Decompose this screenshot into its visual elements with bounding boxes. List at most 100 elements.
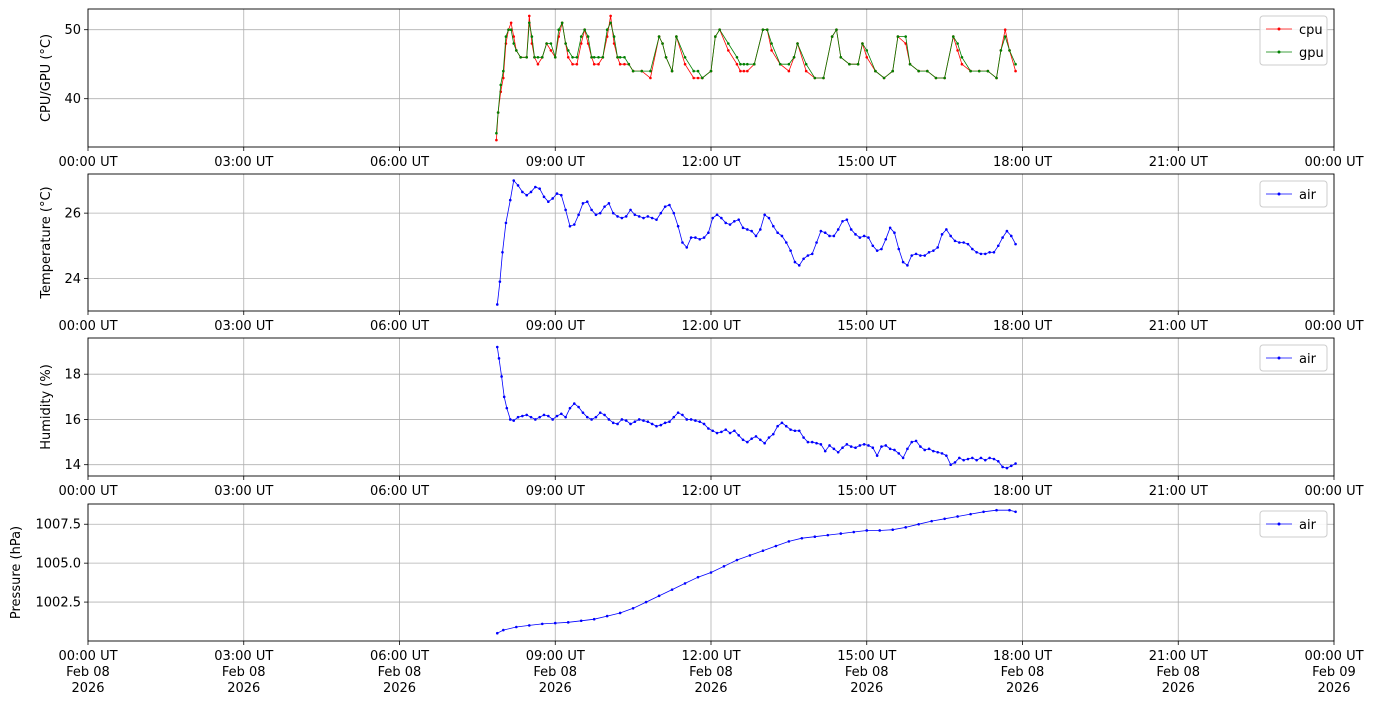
x-tick-label: 00:00 UT <box>1304 319 1363 334</box>
x-tick-label-line: Feb 08 <box>1156 665 1200 680</box>
x-tick-label: 15:00 UT <box>837 484 896 499</box>
x-tick-label-line: 2026 <box>694 681 727 696</box>
data-point <box>551 418 554 421</box>
data-point <box>623 62 626 66</box>
legend-marker-cpu <box>1277 27 1281 31</box>
data-point <box>996 459 1000 463</box>
x-tick-label-line: 15:00 UT <box>837 649 896 664</box>
data-point <box>923 254 927 257</box>
data-point <box>724 221 728 225</box>
data-point <box>1001 465 1004 469</box>
x-tick-label-line: 03:00 UT <box>214 649 273 664</box>
data-point <box>966 457 970 461</box>
data-point <box>720 430 723 434</box>
data-point <box>722 564 726 568</box>
data-point <box>746 62 749 66</box>
data-point <box>603 413 606 417</box>
legend-label-air: air <box>1299 188 1317 203</box>
data-point <box>575 62 579 66</box>
data-point <box>845 443 849 446</box>
data-point <box>884 444 888 447</box>
data-point <box>945 454 948 457</box>
data-point <box>797 429 801 433</box>
data-point <box>733 219 736 223</box>
x-tick-label-line: 15:00 UT <box>837 484 896 499</box>
data-point <box>631 69 635 73</box>
legend-box <box>1259 510 1328 538</box>
data-point <box>742 62 746 66</box>
data-point <box>553 56 557 59</box>
x-tick-label-line: 00:00 UT <box>1304 155 1363 170</box>
data-point <box>923 448 927 452</box>
series-line-cpu <box>496 15 1016 141</box>
data-point <box>659 423 663 427</box>
data-point <box>597 56 600 59</box>
data-point <box>737 433 740 437</box>
data-point <box>966 242 970 246</box>
x-tick-label: 15:00 UT Feb 08 2026 <box>837 649 896 696</box>
series-line-air <box>497 509 1016 634</box>
data-point <box>498 280 502 283</box>
data-point <box>767 436 771 439</box>
data-point <box>560 412 563 416</box>
data-point <box>694 236 697 239</box>
data-point <box>841 446 844 450</box>
data-point <box>609 14 612 18</box>
legend-box <box>1259 15 1328 66</box>
series-line-air <box>496 346 1016 469</box>
data-point <box>871 244 875 248</box>
x-tick-label-line: 18:00 UT <box>993 155 1052 170</box>
x-tick-label: 00:00 UT <box>1304 155 1363 170</box>
x-tick-label-line: 09:00 UT <box>526 319 585 334</box>
data-point <box>780 234 784 238</box>
y-tick-label: 1002.5 <box>36 596 82 611</box>
x-tick-label-line: Feb 08 <box>533 665 577 680</box>
data-point <box>943 517 946 521</box>
data-point <box>926 69 929 73</box>
data-point <box>495 131 498 135</box>
data-point <box>696 69 700 73</box>
data-point <box>534 185 537 189</box>
data-point <box>500 375 503 378</box>
data-point <box>867 236 870 239</box>
data-point <box>746 440 749 444</box>
data-point <box>943 76 946 80</box>
x-tick-label: 00:00 UT Feb 09 2026 <box>1304 649 1363 696</box>
legend: air <box>1259 344 1328 372</box>
series-line-air <box>496 179 1016 305</box>
x-tick-label-line: 12:00 UT <box>681 484 740 499</box>
data-point <box>560 21 564 25</box>
data-point <box>521 190 524 194</box>
data-point <box>848 62 851 66</box>
data-point <box>852 530 856 534</box>
data-point <box>551 197 554 200</box>
data-point <box>592 56 596 59</box>
data-point <box>581 202 585 205</box>
data-point <box>891 69 895 73</box>
data-point <box>896 35 900 38</box>
data-point <box>865 56 869 59</box>
data-point <box>875 454 879 457</box>
data-point <box>979 456 983 460</box>
data-point <box>802 436 805 439</box>
data-point <box>521 414 524 418</box>
data-point <box>564 415 567 419</box>
data-point <box>919 445 922 448</box>
x-tick-label-line: 00:00 UT <box>1304 484 1363 499</box>
data-point <box>649 76 652 80</box>
chart-panel-3: 14 16 18 00:00 UT 03:00 UT 06:00 UT 09:00 UT 12… <box>39 337 1364 499</box>
x-tick-label-line: 18:00 UT <box>993 319 1052 334</box>
data-point <box>780 421 784 425</box>
data-point <box>819 443 823 446</box>
data-point <box>960 56 964 59</box>
data-point <box>560 193 563 197</box>
y-axis-label: Humidity (%) <box>39 364 54 450</box>
legend-marker-gpu <box>1277 50 1281 54</box>
data-point <box>664 56 668 59</box>
data-point <box>585 200 589 204</box>
legend-marker-air <box>1277 356 1281 360</box>
data-point <box>515 49 518 52</box>
data-point <box>538 187 541 190</box>
x-tick-label: 15:00 UT <box>837 155 896 170</box>
data-point <box>893 231 896 235</box>
